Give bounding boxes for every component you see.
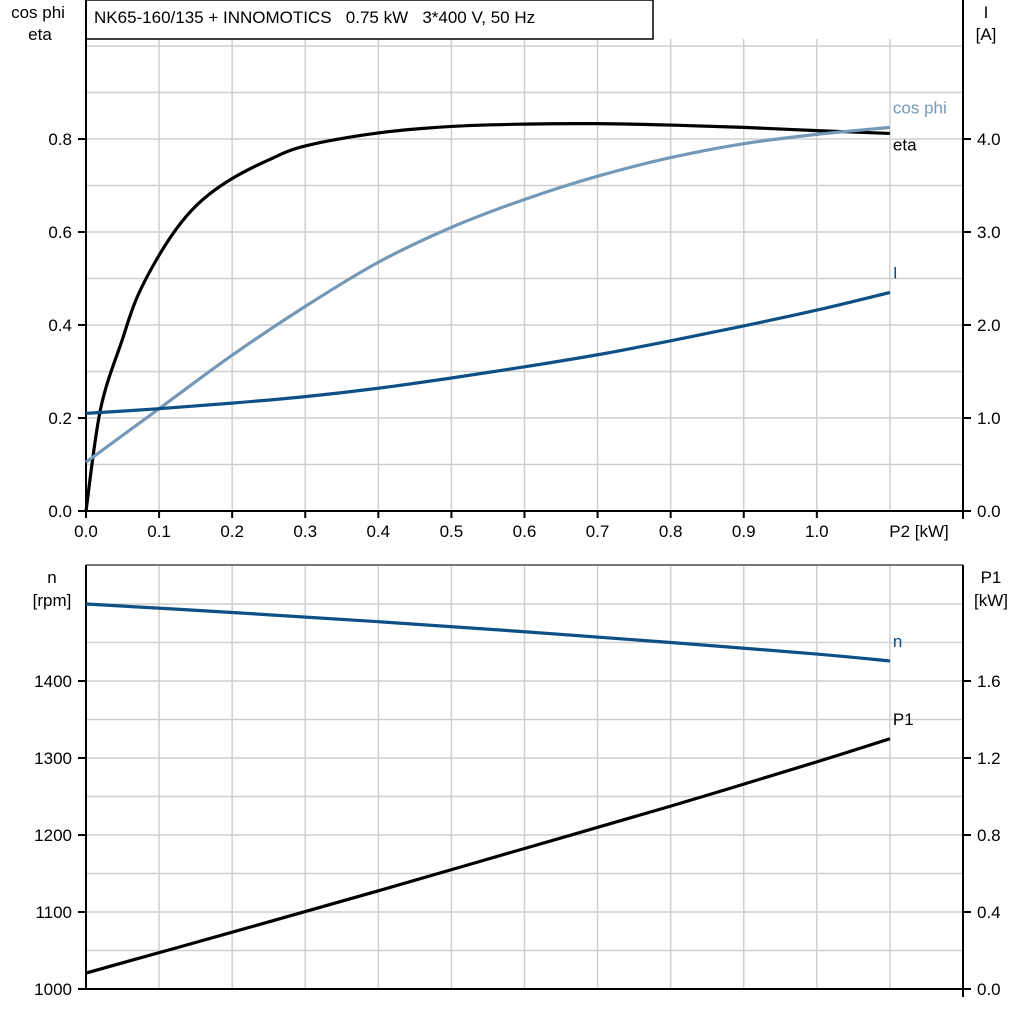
bottom-left-axis-label-1: n (47, 568, 56, 587)
y-left-tick-label: 1300 (34, 749, 72, 768)
top-right-axis-label-2: [A] (976, 25, 997, 44)
bottom-grid (86, 564, 963, 989)
series-line-p1 (85, 737, 891, 975)
y-right-tick-label: 1.0 (977, 409, 1001, 428)
y-left-tick-label: 0.2 (48, 409, 72, 428)
y-left-tick-label: 0.6 (48, 223, 72, 242)
y-right-tick-label: 1.2 (977, 749, 1001, 768)
y-right-tick-label: 3.0 (977, 223, 1001, 242)
y-left-tick-label: 1400 (34, 672, 72, 691)
y-left-tick-label: 0.4 (48, 316, 72, 335)
y-left-tick-label: 1000 (34, 980, 72, 999)
top-ticks: 0.0 0.2 0.4 0.6 0.8 0.0 1.0 2.0 3.0 4.0 0.0 0.1 0.2 0… (48, 0, 1001, 541)
x-tick-label: 1.0 (805, 522, 829, 541)
x-tick-label: 0.9 (732, 522, 756, 541)
bottom-left-axis-label-2: [rpm] (33, 591, 72, 610)
bottom-right-axis-label-2: [kW] (974, 591, 1008, 610)
x-tick-label: 0.0 (74, 522, 98, 541)
x-tick-label: 0.7 (586, 522, 610, 541)
y-right-tick-label: 0.0 (977, 980, 1001, 999)
y-right-tick-label: 0.0 (977, 502, 1001, 521)
x-tick-label: 0.6 (513, 522, 537, 541)
series-line-cos-phi (85, 125, 891, 464)
top-right-axis-label-1: I (984, 3, 989, 22)
x-tick-label: 0.1 (147, 522, 171, 541)
y-left-tick-label: 1100 (35, 903, 72, 922)
x-tick-label: 0.2 (220, 522, 244, 541)
series-line-eta (84, 121, 890, 512)
series-line-i (85, 290, 891, 415)
x-tick-label: 0.5 (440, 522, 464, 541)
series-line-n (85, 602, 891, 663)
series-label-eta: eta (893, 135, 917, 154)
y-right-tick-label: 2.0 (977, 316, 1001, 335)
series-label-n: n (893, 632, 902, 651)
series-lines: eta cos phi In P1 (84, 98, 947, 975)
top-left-axis-label-2: eta (28, 25, 52, 44)
bottom-right-axis-label-1: P1 (981, 568, 1002, 587)
x-axis-label: P2 [kW] (889, 522, 949, 541)
title-box (85, 0, 654, 40)
y-left-tick-label: 0.0 (48, 502, 72, 521)
bottom-ticks: 1000 1100 1200 1300 1400 0.0 0.4 0.8 1.2 1.6 (34, 565, 1001, 999)
y-right-tick-label: 0.8 (977, 826, 1001, 845)
y-right-tick-label: 4.0 (977, 130, 1001, 149)
y-right-tick-label: 1.6 (977, 672, 1001, 691)
top-grid (86, 39, 963, 511)
top-left-axis-label-1: cos phi (11, 3, 65, 22)
x-tick-label: 0.4 (367, 522, 391, 541)
series-label-cos-phi: cos phi (893, 98, 947, 117)
x-tick-label: 0.3 (293, 522, 317, 541)
x-tick-label: 0.8 (659, 522, 683, 541)
series-label-p1: P1 (893, 710, 914, 729)
y-right-tick-label: 0.4 (977, 903, 1001, 922)
y-left-tick-label: 1200 (34, 826, 72, 845)
series-label-i: I (893, 263, 898, 282)
y-left-tick-label: 0.8 (48, 130, 72, 149)
chart-title: NK65-160/135 + INNOMOTICS 0.75 kW 3*400 … (94, 8, 535, 27)
